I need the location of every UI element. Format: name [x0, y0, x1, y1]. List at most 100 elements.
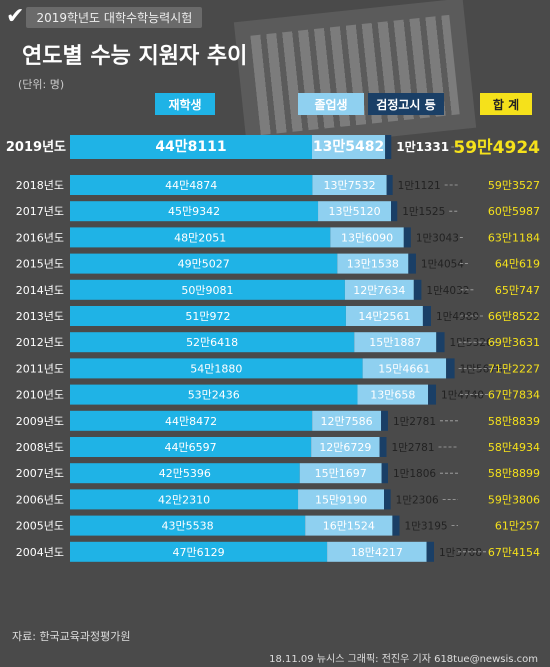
bar-segment-graduate	[362, 358, 447, 379]
bar-value-ged: 1만3195	[405, 521, 448, 533]
bar-value-graduate: 12만6729	[319, 441, 371, 454]
bar-segment-graduate	[354, 332, 437, 353]
year-label: 2008년도	[16, 441, 64, 454]
unit-label: (단위: 명)	[18, 78, 65, 91]
bar-value-enrolled: 52만6418	[186, 336, 238, 349]
legend-graduate: 졸업생	[298, 93, 364, 115]
bar-value-graduate: 13만5482	[313, 139, 384, 155]
bar-segment-ged	[381, 410, 388, 431]
bar-segment-graduate	[312, 410, 382, 431]
bar-value-enrolled: 45만9342	[168, 205, 220, 218]
bar-segment-ged	[386, 175, 393, 195]
bar-segment-enrolled	[70, 279, 345, 300]
bar-segment-enrolled	[70, 437, 312, 457]
bar-segment-enrolled	[70, 306, 346, 326]
bar-value-graduate: 13만6090	[341, 231, 393, 244]
bar-segment-graduate	[312, 175, 387, 195]
year-label: 2011년도	[16, 362, 64, 375]
bar-value-ged: 1만4032	[426, 285, 469, 297]
bar-segment-ged	[446, 358, 455, 379]
bar-segment-ged	[422, 306, 432, 326]
bar-value-enrolled: 43만5538	[162, 520, 214, 533]
total-value: 58만8899	[488, 467, 540, 480]
bar-value-ged: 1만5676	[460, 363, 503, 375]
bar-segment-enrolled	[70, 515, 306, 536]
bar-segment-graduate	[337, 253, 409, 274]
bar-value-enrolled: 44만6597	[165, 441, 217, 454]
bar-segment-ged	[403, 227, 411, 248]
supertitle-text: 2019학년도 대학수학능력시험	[26, 6, 203, 28]
total-value: 67만7834	[488, 389, 540, 402]
bar-segment-graduate	[357, 384, 429, 405]
bar-value-enrolled: 47만6129	[172, 546, 224, 559]
bar-value-enrolled: 44만8111	[155, 139, 226, 155]
bar-segment-enrolled	[70, 253, 338, 274]
bar-value-enrolled: 44만4874	[165, 179, 217, 192]
bar-segment-enrolled	[70, 463, 300, 484]
year-label: 2005년도	[16, 520, 64, 533]
bar-value-ged: 1만2306	[396, 494, 439, 506]
bar-value-graduate: 13만1538	[347, 258, 399, 271]
bar-value-ged: 1만3708	[439, 547, 482, 559]
bar-value-graduate: 15만1887	[369, 336, 421, 349]
bar-segment-enrolled	[70, 332, 355, 353]
bar-value-ged: 1만4740	[441, 390, 484, 402]
bar-segment-enrolled	[70, 358, 363, 379]
year-label: 2012년도	[16, 336, 64, 349]
bar-value-graduate: 13만658	[370, 389, 415, 402]
bar-value-ged: 1만4989	[436, 311, 479, 323]
total-value: 65만747	[495, 284, 540, 297]
supertitle: ✔ 2019학년도 대학수학능력시험	[6, 4, 203, 29]
bar-segment-enrolled	[70, 410, 313, 431]
bar-segment-enrolled	[70, 175, 313, 195]
bar-segment-graduate	[311, 135, 386, 159]
bar-value-graduate: 15만1697	[315, 467, 367, 480]
credit-line: 18.11.09 뉴시스 그래픽: 전진우 기자 618tue@newsis.c…	[269, 654, 538, 665]
year-label: 2018년도	[16, 179, 64, 192]
total-value: 64만619	[495, 258, 540, 271]
bar-segment-ged	[413, 279, 422, 300]
total-value: 60만5987	[488, 205, 540, 218]
bar-value-graduate: 12만7586	[321, 415, 373, 428]
bar-value-enrolled: 48만2051	[174, 231, 226, 244]
total-value: 66만8522	[488, 310, 540, 323]
bar-value-graduate: 15만9190	[315, 493, 367, 506]
bar-segment-ged	[428, 384, 437, 405]
total-value: 69만3631	[488, 336, 540, 349]
year-label: 2014년도	[16, 284, 64, 297]
check-icon: ✔	[6, 4, 25, 29]
bar-value-enrolled: 49만5027	[178, 258, 230, 271]
total-value: 71만2227	[488, 362, 540, 375]
bar-value-ged: 1만4054	[421, 259, 464, 271]
total-value: 59만4924	[453, 138, 540, 158]
bar-value-ged: 1만1331	[396, 139, 449, 154]
year-label: 2006년도	[16, 493, 64, 506]
bar-value-ged: 1만5326	[450, 337, 493, 349]
bar-segment-enrolled	[70, 201, 319, 222]
bar-value-ged: 1만3043	[416, 232, 459, 244]
year-label: 2004년도	[16, 546, 64, 559]
bar-segment-enrolled	[70, 227, 331, 248]
bar-value-enrolled: 53만2436	[188, 389, 240, 402]
bar-segment-ged	[385, 135, 392, 159]
bar-segment-graduate	[345, 306, 423, 326]
source-note: 자료: 한국교육과정평가원	[12, 630, 131, 643]
bar-value-enrolled: 54만1880	[190, 362, 242, 375]
bar-value-graduate: 13만7532	[323, 179, 375, 192]
bar-segment-graduate	[327, 541, 427, 562]
bar-segment-graduate	[344, 279, 414, 300]
bar-segment-enrolled	[70, 135, 312, 159]
bar-value-enrolled: 50만9081	[181, 284, 233, 297]
bar-segment-graduate	[298, 489, 385, 510]
total-value: 67만4154	[488, 546, 540, 559]
bar-segment-graduate	[330, 227, 404, 248]
legend-total: 합 계	[480, 93, 532, 115]
bar-value-enrolled: 42만5396	[159, 467, 211, 480]
total-value: 59만3806	[488, 493, 540, 506]
bar-value-ged: 1만1121	[398, 180, 441, 192]
year-label: 2016년도	[16, 231, 64, 244]
total-value: 61만257	[495, 520, 540, 533]
bar-value-enrolled: 51만972	[185, 310, 230, 323]
bar-segment-ged	[436, 332, 445, 353]
